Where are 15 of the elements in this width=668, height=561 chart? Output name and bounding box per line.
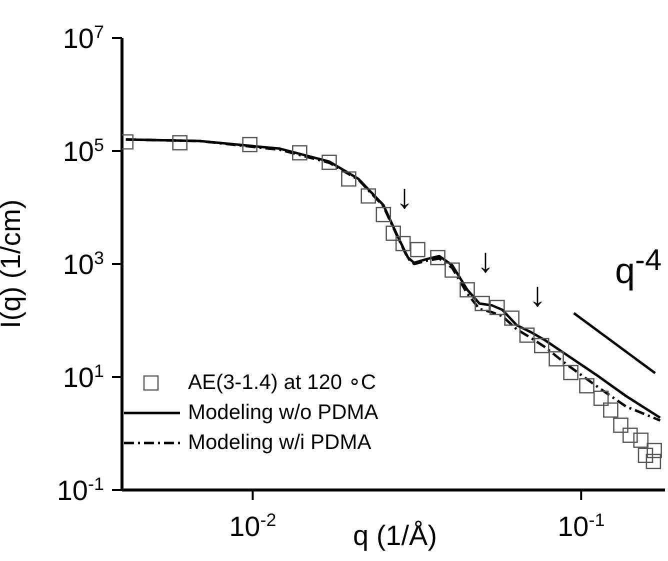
legend-label: Modeling w/i PDMA — [188, 430, 372, 456]
y-tick-label: 10$^{-1}$ — [56, 474, 104, 506]
y-axis-title: I(q) (1/cm) — [0, 199, 26, 329]
annotation: ↓ — [396, 178, 413, 216]
legend-label: AE(3-1.4) at 120 ∘C — [188, 370, 376, 396]
annotation: ↓ — [477, 242, 494, 280]
y-tick-label: 10$^{3}$ — [62, 248, 104, 280]
annotation: ↓ — [529, 276, 546, 314]
legend-label: Modeling w/o PDMA — [188, 400, 378, 426]
y-tick-label: 10$^{1}$ — [62, 361, 104, 393]
x-axis-title: q (1/Å) — [352, 520, 438, 551]
annotation: q$^{-4}$ — [615, 244, 662, 291]
y-tick-label: 10$^{5}$ — [62, 135, 104, 167]
x-tick-label: 10$^{-2}$ — [229, 510, 276, 542]
y-tick-label: 10$^{7}$ — [62, 22, 104, 54]
